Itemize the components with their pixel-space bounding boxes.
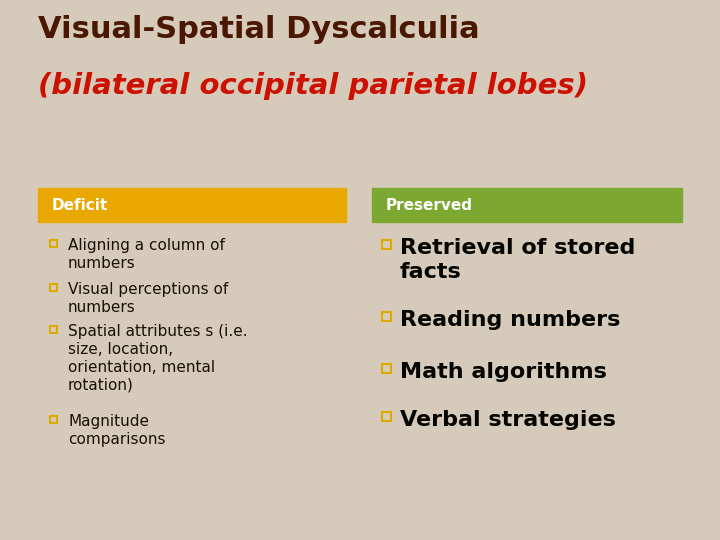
Text: Preserved: Preserved xyxy=(386,198,473,213)
Text: Deficit: Deficit xyxy=(52,198,108,213)
Text: Reading numbers: Reading numbers xyxy=(400,310,621,330)
Bar xyxy=(50,415,57,422)
Bar xyxy=(382,240,391,248)
Bar xyxy=(50,284,57,291)
Bar xyxy=(50,240,57,246)
Text: Visual-Spatial Dyscalculia: Visual-Spatial Dyscalculia xyxy=(38,15,480,44)
Text: Math algorithms: Math algorithms xyxy=(400,362,607,382)
Text: (bilateral occipital parietal lobes): (bilateral occipital parietal lobes) xyxy=(38,72,588,100)
Bar xyxy=(50,326,57,333)
Bar xyxy=(382,312,391,321)
Bar xyxy=(382,363,391,373)
Text: Spatial attributes s (i.e.
size, location,
orientation, mental
rotation): Spatial attributes s (i.e. size, locatio… xyxy=(68,324,248,393)
Text: Retrieval of stored
facts: Retrieval of stored facts xyxy=(400,238,635,282)
Text: Aligning a column of
numbers: Aligning a column of numbers xyxy=(68,238,225,271)
Bar xyxy=(38,188,346,222)
Text: Verbal strategies: Verbal strategies xyxy=(400,410,616,430)
Text: Visual perceptions of
numbers: Visual perceptions of numbers xyxy=(68,282,228,315)
Text: Magnitude
comparisons: Magnitude comparisons xyxy=(68,414,166,447)
Bar xyxy=(372,188,682,222)
Bar xyxy=(382,411,391,421)
